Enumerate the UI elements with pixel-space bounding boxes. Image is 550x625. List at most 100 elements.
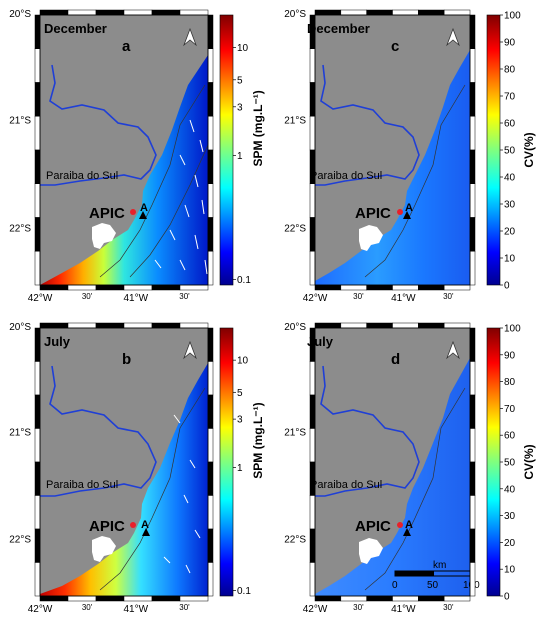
panel-c: APIC A Paraiba do Sul December c — [307, 15, 470, 285]
colorbar-spm-bottom — [219, 327, 234, 597]
panel-d: APIC A Paraiba do Sul July d km 0 50 100 — [307, 328, 480, 596]
lon-label: 30' — [179, 603, 190, 612]
colorbar-tick: 20 — [504, 227, 516, 238]
current-arrows — [154, 119, 208, 275]
panel-letter: a — [122, 38, 131, 55]
colorbar-spm-top — [219, 14, 234, 286]
colorbar-tick: 70 — [504, 92, 516, 103]
station-label: APIC — [89, 205, 125, 222]
map-frame: 20°S 21°S 22°S 42°W 30' 41°W 30' — [9, 322, 214, 615]
transect-marker — [403, 211, 411, 219]
colorbar-tick: 10 — [237, 43, 249, 54]
colorbar-tick: 100 — [504, 324, 521, 335]
lat-label: 22°S — [284, 535, 306, 546]
colorbar-cv-bottom — [486, 327, 501, 597]
north-arrow-icon — [183, 27, 197, 47]
station-label: APIC — [89, 518, 125, 535]
lon-label: 30' — [353, 292, 364, 301]
lon-label: 30' — [82, 292, 93, 301]
island-blob — [359, 538, 383, 564]
station-label: APIC — [355, 205, 391, 222]
current-arrows — [163, 414, 201, 574]
colorbar-title: CV(%) — [522, 132, 536, 167]
panel-b: APIC A Paraiba do Sul July b — [40, 328, 208, 596]
lon-label: 30' — [179, 292, 190, 301]
colorbar-tick: 40 — [504, 173, 516, 184]
map-frame: 20°S 21°S 22°S 42°W 30' 41°W 30' — [9, 9, 214, 304]
month-label: December — [44, 21, 107, 36]
scale-tick: 50 — [427, 580, 439, 591]
island-blob — [92, 223, 116, 249]
lon-label: 42°W — [303, 604, 328, 615]
colorbar-title: SPM (mg.L⁻¹) — [251, 90, 265, 166]
lat-label: 21°S — [9, 115, 31, 126]
colorbar-tick: 1 — [237, 463, 243, 474]
colorbar-cv-top — [486, 14, 501, 286]
river-label: Paraiba do Sul — [46, 170, 118, 182]
lat-label: 21°S — [284, 115, 306, 126]
spm-colorbar-labels: 10 5 3 1 0.1 SPM (mg.L⁻¹) — [233, 43, 265, 286]
spm-colorbar-labels: 10 5 3 1 0.1 SPM (mg.L⁻¹) — [233, 356, 265, 597]
island-blob — [92, 536, 116, 562]
apic-station-marker — [397, 209, 403, 215]
panel-a: APIC A Paraiba do Sul December a — [40, 15, 209, 285]
isobath-line — [99, 84, 206, 278]
north-arrow-icon — [446, 340, 460, 360]
colorbar-tick: 30 — [504, 511, 516, 522]
isobath-line — [364, 387, 466, 591]
colorbar-tick: 10 — [504, 254, 516, 265]
river-label: Paraiba do Sul — [310, 170, 382, 182]
panel-letter: d — [391, 351, 400, 368]
station-label: APIC — [355, 518, 391, 535]
scale-unit: km — [433, 560, 446, 571]
transect-marker — [403, 528, 411, 536]
colorbar-tick: 80 — [504, 377, 516, 388]
colorbar-tick: 0.1 — [237, 586, 251, 597]
colorbar-tick: 1 — [237, 151, 243, 162]
panel-letter: c — [391, 38, 399, 55]
river-line — [40, 365, 157, 497]
month-label: December — [307, 21, 370, 36]
island-blob — [359, 225, 383, 251]
lon-label: 41°W — [123, 293, 148, 304]
lat-label: 22°S — [9, 223, 31, 234]
colorbar-tick: 3 — [237, 102, 243, 113]
transect-label: A — [140, 202, 148, 214]
lon-label: 42°W — [28, 604, 53, 615]
lat-label: 20°S — [9, 9, 31, 20]
colorbar-tick: 0 — [504, 592, 510, 603]
colorbar-tick: 60 — [504, 119, 516, 130]
lon-label: 41°W — [391, 604, 416, 615]
colorbar-title: SPM (mg.L⁻¹) — [251, 402, 265, 478]
colorbar-tick: 50 — [504, 146, 516, 157]
lat-label: 20°S — [9, 322, 31, 333]
land-mass — [40, 15, 208, 285]
transect-label: A — [405, 519, 413, 531]
colorbar-tick: 100 — [504, 11, 521, 22]
land-mass — [40, 328, 208, 594]
colorbar-tick: 30 — [504, 200, 516, 211]
colorbar-tick: 10 — [504, 565, 516, 576]
map-frame: 20°S 21°S 22°S 42°W 30' 41°W 30' — [284, 322, 476, 615]
colorbar-tick: 0 — [504, 281, 510, 292]
transect-marker — [139, 211, 147, 219]
lon-label: 42°W — [28, 293, 53, 304]
land-mass — [315, 328, 470, 594]
lon-label: 42°W — [303, 293, 328, 304]
isobath-line — [99, 387, 206, 591]
colorbar-tick: 70 — [504, 404, 516, 415]
north-arrow-icon — [183, 340, 197, 360]
river-label: Paraiba do Sul — [46, 479, 118, 491]
lat-label: 20°S — [284, 9, 306, 20]
colorbar-tick: 40 — [504, 484, 516, 495]
scale-tick: 0 — [392, 580, 398, 591]
colorbar-tick: 10 — [237, 356, 249, 367]
lon-label: 41°W — [123, 604, 148, 615]
colorbar-tick: 60 — [504, 431, 516, 442]
colorbar-tick: 20 — [504, 538, 516, 549]
colorbar-tick: 0.1 — [237, 275, 251, 286]
transect-label: A — [405, 202, 413, 214]
